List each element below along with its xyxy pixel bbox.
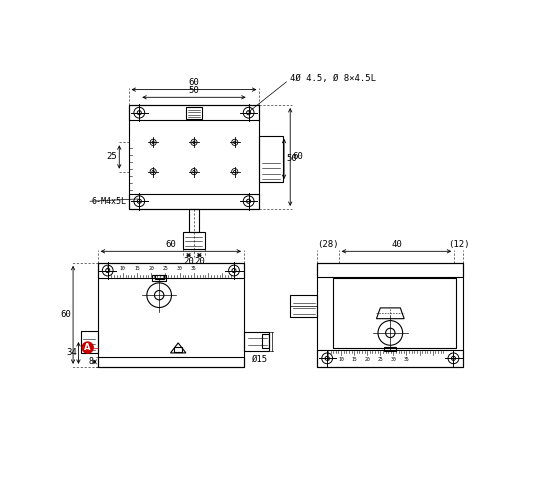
Text: 4Ø 4.5, Ø 8×4.5L: 4Ø 4.5, Ø 8×4.5L	[290, 74, 376, 83]
Bar	[263, 335, 269, 348]
Text: 35: 35	[191, 267, 197, 271]
Text: 5: 5	[326, 357, 329, 362]
Bar	[186, 106, 201, 119]
Text: 20: 20	[183, 257, 194, 267]
Bar	[244, 332, 269, 351]
Bar	[332, 278, 456, 348]
Text: 60: 60	[292, 152, 303, 162]
Text: 50: 50	[286, 154, 297, 163]
Text: 10: 10	[120, 267, 125, 271]
Bar	[129, 105, 259, 209]
Bar	[317, 263, 463, 277]
Bar	[152, 275, 166, 281]
Bar	[290, 295, 317, 317]
Text: 60: 60	[60, 310, 70, 319]
Bar	[98, 263, 244, 278]
Text: 10: 10	[338, 357, 344, 362]
Bar	[189, 209, 199, 232]
Bar	[317, 350, 463, 367]
Text: 30: 30	[177, 267, 183, 271]
Bar	[384, 347, 396, 351]
Text: Ø15: Ø15	[252, 354, 268, 364]
Text: 50: 50	[189, 86, 199, 95]
Text: 8: 8	[88, 357, 93, 367]
Text: 25: 25	[163, 267, 168, 271]
Text: 20: 20	[148, 267, 154, 271]
Text: 60: 60	[165, 240, 176, 249]
Text: 34: 34	[66, 348, 77, 357]
Text: 60: 60	[189, 78, 199, 87]
Bar	[183, 232, 205, 249]
Text: 25: 25	[377, 357, 383, 362]
Text: 30: 30	[391, 357, 396, 362]
Bar	[98, 357, 244, 367]
Text: A: A	[84, 343, 91, 352]
Bar	[129, 194, 259, 209]
Bar	[81, 331, 98, 353]
Text: 15: 15	[134, 267, 140, 271]
Bar	[259, 136, 282, 182]
Circle shape	[82, 342, 93, 353]
Bar	[98, 263, 244, 367]
Bar	[154, 275, 164, 279]
Text: 40: 40	[391, 240, 402, 249]
Bar	[317, 263, 463, 367]
Text: 6-M4x5L: 6-M4x5L	[92, 197, 127, 206]
Text: 35: 35	[403, 357, 410, 362]
Text: 15: 15	[351, 357, 357, 362]
Text: 25: 25	[106, 152, 117, 162]
Text: 20: 20	[194, 257, 205, 267]
Bar	[129, 105, 259, 121]
Text: (12): (12)	[448, 240, 470, 249]
Text: 20: 20	[364, 357, 370, 362]
Bar	[174, 347, 182, 352]
Text: (28): (28)	[317, 240, 339, 249]
Text: 5: 5	[107, 267, 110, 271]
